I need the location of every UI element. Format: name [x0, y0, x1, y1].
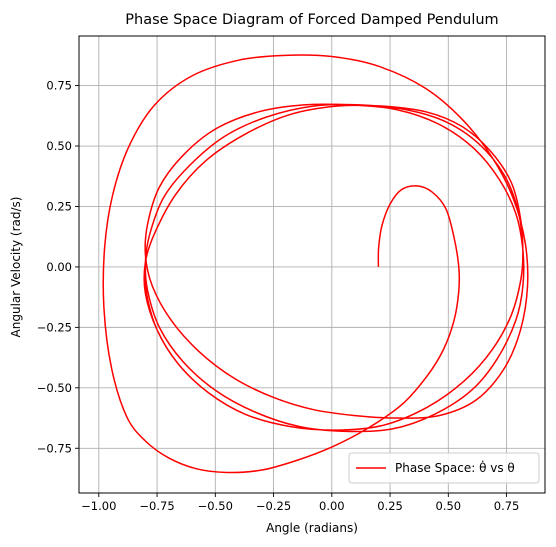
x-tick-label: −0.25: [256, 499, 291, 513]
x-tick-label: 0.00: [319, 499, 345, 513]
x-tick-label: −0.50: [198, 499, 233, 513]
y-tick-label: −0.25: [37, 320, 72, 334]
y-tick-label: −0.75: [37, 441, 72, 455]
x-tick-label: −0.75: [139, 499, 174, 513]
y-tick-label: 0.25: [46, 199, 72, 213]
legend: Phase Space: θ̇ vs θ: [349, 453, 539, 483]
x-tick-label: 0.50: [436, 499, 462, 513]
x-tick-label: −1.00: [81, 499, 116, 513]
x-tick-label: 0.25: [377, 499, 403, 513]
chart-title: Phase Space Diagram of Forced Damped Pen…: [125, 12, 498, 28]
legend-label: Phase Space: θ̇ vs θ: [395, 460, 515, 475]
y-axis-label: Angular Velocity (rad/s): [9, 197, 23, 338]
y-tick-label: 0.75: [46, 79, 72, 93]
data-layer: [103, 55, 528, 473]
y-tick-label: −0.50: [37, 381, 72, 395]
y-tick-label: 0.50: [46, 139, 72, 153]
x-axis-label: Angle (radians): [266, 521, 358, 535]
y-tick-label: 0.00: [46, 260, 72, 274]
series-line: [103, 55, 528, 473]
x-tick-label: 0.75: [494, 499, 520, 513]
